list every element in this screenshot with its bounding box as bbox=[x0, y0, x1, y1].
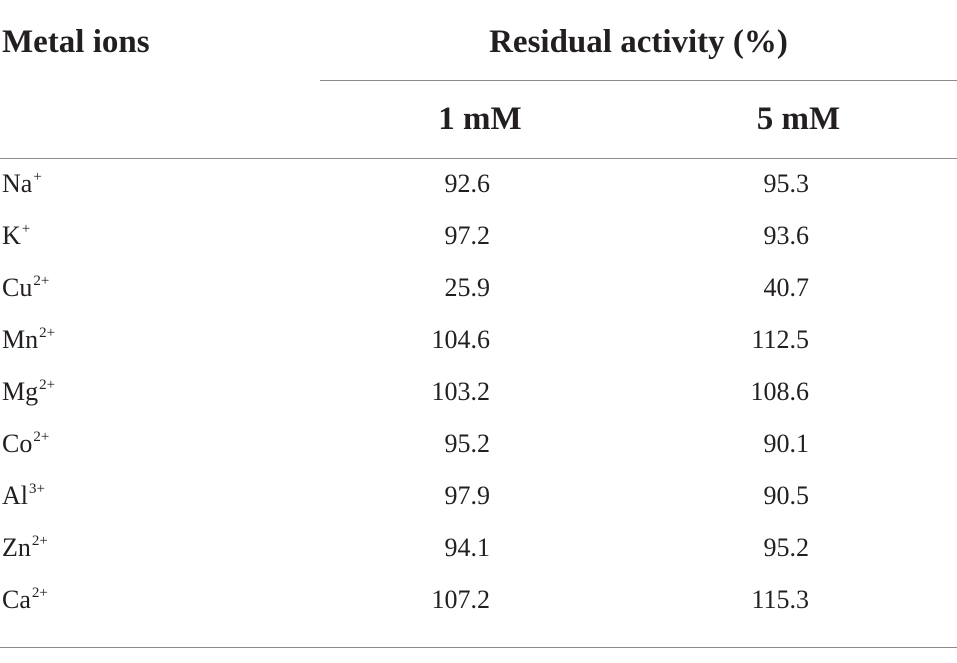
ion-charge: 3+ bbox=[29, 481, 45, 497]
header-5mm: 5 mM bbox=[756, 101, 841, 137]
value-5mm: 95.3 bbox=[763, 169, 810, 198]
value-5mm: 90.1 bbox=[763, 429, 810, 458]
value-1mm: 25.9 bbox=[444, 273, 491, 302]
table-row: Mg2+ 103.2 108.6 bbox=[0, 368, 957, 420]
ion-charge: 2+ bbox=[33, 429, 50, 445]
value-1mm: 94.1 bbox=[444, 533, 491, 562]
table-row: Ca2+ 107.2 115.3 bbox=[0, 576, 957, 628]
table-row: Co2+ 95.2 90.1 bbox=[0, 420, 957, 472]
value-5mm: 95.2 bbox=[763, 533, 810, 562]
ion-charge: 2+ bbox=[39, 377, 56, 393]
ion-cell: Cu2+ bbox=[2, 273, 50, 302]
ion-cell: Al3+ bbox=[2, 481, 45, 510]
ion-charge: 2+ bbox=[31, 585, 48, 601]
table-row: Zn2+ 94.1 95.2 bbox=[0, 524, 957, 576]
header-metal-ions: Metal ions bbox=[2, 24, 150, 60]
value-1mm: 95.2 bbox=[444, 429, 491, 458]
ion-charge: 2+ bbox=[31, 533, 48, 549]
ion-cell: Mn2+ bbox=[2, 325, 56, 354]
value-5mm: 108.6 bbox=[750, 377, 810, 406]
value-5mm: 40.7 bbox=[763, 273, 810, 302]
ion-charge: 2+ bbox=[33, 273, 50, 289]
value-5mm: 93.6 bbox=[763, 221, 810, 250]
value-1mm: 104.6 bbox=[431, 325, 491, 354]
ion-cell: Co2+ bbox=[2, 429, 50, 458]
ion-cell: Mg2+ bbox=[2, 377, 56, 406]
value-5mm: 90.5 bbox=[763, 481, 810, 510]
ion-charge: + bbox=[21, 221, 31, 237]
header-residual-activity: Residual activity (%) bbox=[489, 24, 788, 60]
table-row: K+ 97.2 93.6 bbox=[0, 212, 957, 264]
header-bottom-rule bbox=[0, 158, 957, 159]
header-1mm: 1 mM bbox=[438, 101, 522, 137]
value-5mm: 112.5 bbox=[751, 325, 809, 354]
ion-charge: + bbox=[33, 169, 42, 185]
ion-cell: K+ bbox=[2, 221, 31, 250]
table-row: Cu2+ 25.9 40.7 bbox=[0, 264, 957, 316]
ion-cell: Ca2+ bbox=[2, 585, 48, 614]
value-1mm: 103.2 bbox=[431, 377, 491, 406]
table-bottom-rule bbox=[0, 647, 957, 648]
ion-cell: Na+ bbox=[2, 169, 42, 198]
table-row: Mn2+ 104.6 112.5 bbox=[0, 316, 957, 368]
value-1mm: 97.9 bbox=[444, 481, 491, 510]
value-1mm: 92.6 bbox=[444, 169, 491, 198]
group-header-rule bbox=[320, 80, 957, 81]
table-row: Na+ 92.6 95.3 bbox=[0, 160, 957, 212]
value-1mm: 97.2 bbox=[444, 221, 491, 250]
ion-cell: Zn2+ bbox=[2, 533, 48, 562]
ion-charge: 2+ bbox=[39, 325, 56, 341]
table-row: Al3+ 97.9 90.5 bbox=[0, 472, 957, 524]
value-5mm: 115.3 bbox=[751, 585, 809, 614]
value-1mm: 107.2 bbox=[431, 585, 491, 614]
